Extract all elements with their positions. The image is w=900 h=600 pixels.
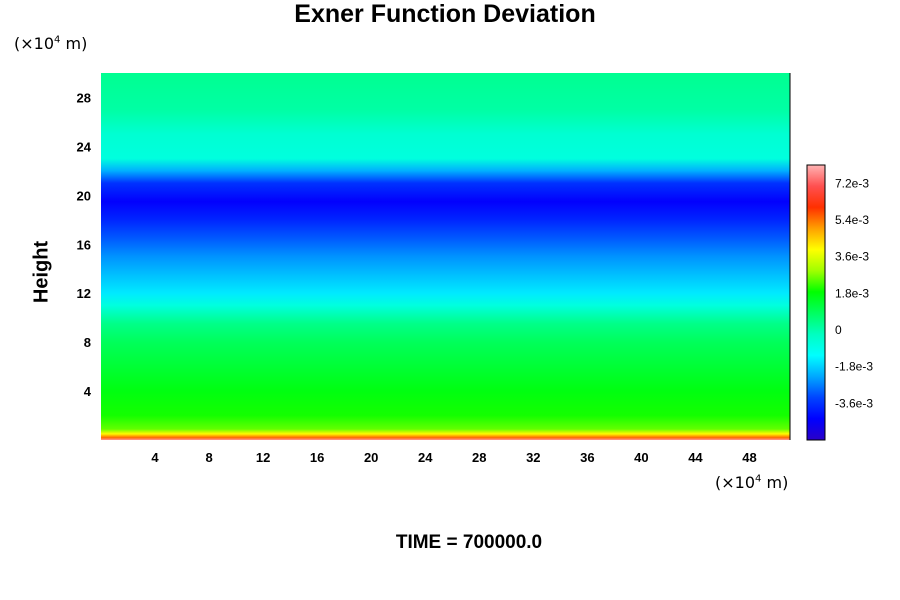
y-tick-label: 12 xyxy=(77,286,91,301)
x-tick-label: 24 xyxy=(418,450,433,465)
colorbar-labels: 7.2e-3 5.4e-3 3.6e-3 1.8e-3 0 -1.8e-3 -3.6e-3 xyxy=(835,176,873,410)
colorbar-label: 3.6e-3 xyxy=(835,250,869,264)
chart-title: Exner Function Deviation xyxy=(294,0,596,28)
colorbar-label: 1.8e-3 xyxy=(835,286,869,300)
y-tick-label: 28 xyxy=(77,90,91,105)
x-axis-unit: (×104 m) xyxy=(715,473,788,492)
colorbar-label: 0 xyxy=(835,323,842,337)
colorbar-label: 5.4e-3 xyxy=(835,213,869,227)
x-tick-label: 16 xyxy=(310,450,324,465)
time-label: TIME = 700000.0 xyxy=(395,532,543,553)
y-tick-label: 4 xyxy=(84,384,92,399)
x-tick-label: 12 xyxy=(256,450,270,465)
x-unit-exponent: 4 xyxy=(755,473,762,485)
y-unit-exponent: 4 xyxy=(54,34,61,46)
y-axis-label: Height xyxy=(30,240,53,304)
y-unit-prefix: (×10 xyxy=(14,34,55,53)
y-tick-label: 20 xyxy=(77,188,91,203)
colorbar-label: -3.6e-3 xyxy=(835,396,873,410)
y-unit-suffix: m) xyxy=(60,34,88,53)
x-tick-label: 44 xyxy=(688,450,703,465)
x-tick-label: 32 xyxy=(526,450,540,465)
y-tick-labels: 4 8 12 16 20 24 28 xyxy=(77,90,92,399)
contour-field xyxy=(101,73,790,440)
x-tick-label: 8 xyxy=(205,450,212,465)
colorbar-label: 7.2e-3 xyxy=(835,176,869,190)
x-unit-prefix: (×10 xyxy=(715,473,756,492)
x-tick-label: 4 xyxy=(151,450,159,465)
y-tick-label: 24 xyxy=(77,139,92,154)
x-tick-label: 36 xyxy=(580,450,594,465)
x-tick-label: 40 xyxy=(634,450,648,465)
y-tick-label: 16 xyxy=(77,237,91,252)
x-tick-labels: 4 8 12 16 20 24 28 32 36 40 44 48 xyxy=(151,450,756,465)
y-axis-unit: (×104 m) xyxy=(14,34,87,53)
x-tick-label: 48 xyxy=(742,450,756,465)
x-tick-label: 28 xyxy=(472,450,486,465)
colorbar-label: -1.8e-3 xyxy=(835,360,873,374)
x-unit-suffix: m) xyxy=(761,473,789,492)
x-tick-label: 20 xyxy=(364,450,378,465)
y-tick-label: 8 xyxy=(84,335,91,350)
colorbar xyxy=(806,164,826,441)
